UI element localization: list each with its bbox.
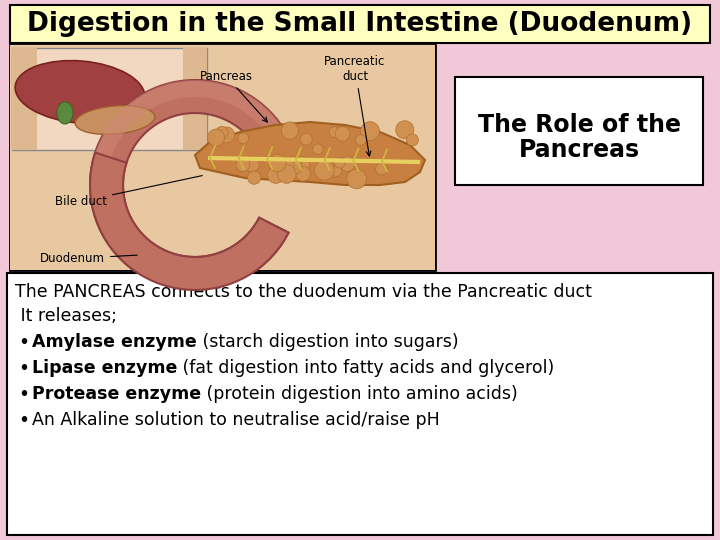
- Circle shape: [340, 156, 355, 171]
- Text: Pancreas: Pancreas: [518, 138, 639, 162]
- Text: Bile duct: Bile duct: [55, 176, 202, 208]
- Circle shape: [361, 122, 379, 140]
- Text: Digestion in the Small Intestine (Duodenum): Digestion in the Small Intestine (Duoden…: [27, 11, 693, 37]
- Circle shape: [347, 169, 366, 189]
- Circle shape: [396, 121, 414, 139]
- Text: An Alkaline solution to neutralise acid/raise pH: An Alkaline solution to neutralise acid/…: [32, 411, 440, 429]
- Circle shape: [406, 134, 418, 146]
- Circle shape: [219, 127, 235, 143]
- FancyBboxPatch shape: [10, 45, 435, 270]
- Circle shape: [329, 126, 340, 138]
- Circle shape: [236, 158, 250, 172]
- FancyBboxPatch shape: [12, 48, 37, 150]
- Circle shape: [376, 163, 387, 175]
- Polygon shape: [195, 122, 425, 185]
- Text: •: •: [18, 359, 29, 378]
- Text: The PANCREAS connects to the duodenum via the Pancreatic duct: The PANCREAS connects to the duodenum vi…: [15, 283, 592, 301]
- Text: It releases;: It releases;: [15, 307, 117, 325]
- FancyBboxPatch shape: [183, 48, 207, 150]
- Circle shape: [207, 129, 225, 146]
- Ellipse shape: [57, 102, 73, 124]
- Circle shape: [279, 158, 294, 173]
- Circle shape: [334, 158, 345, 168]
- Ellipse shape: [75, 106, 155, 134]
- Circle shape: [295, 166, 310, 181]
- Polygon shape: [90, 80, 289, 290]
- FancyBboxPatch shape: [7, 273, 713, 535]
- Circle shape: [335, 126, 350, 141]
- Polygon shape: [90, 153, 289, 290]
- Text: (fat digestion into fatty acids and glycerol): (fat digestion into fatty acids and glyc…: [177, 359, 554, 377]
- Text: Duodenum: Duodenum: [40, 252, 138, 265]
- Text: Pancreas: Pancreas: [200, 70, 267, 122]
- Text: (protein digestion into amino acids): (protein digestion into amino acids): [201, 385, 518, 403]
- FancyBboxPatch shape: [10, 45, 435, 270]
- FancyBboxPatch shape: [10, 5, 710, 43]
- Circle shape: [277, 165, 296, 183]
- Circle shape: [315, 160, 334, 180]
- Text: Protease enzyme: Protease enzyme: [32, 385, 201, 403]
- Circle shape: [269, 154, 286, 172]
- Circle shape: [268, 166, 284, 184]
- Text: •: •: [18, 385, 29, 404]
- Circle shape: [300, 133, 312, 145]
- Circle shape: [356, 134, 366, 145]
- Text: •: •: [18, 411, 29, 430]
- Circle shape: [293, 157, 310, 173]
- Circle shape: [215, 126, 228, 139]
- Circle shape: [282, 122, 299, 139]
- Text: Pancreatic
duct: Pancreatic duct: [324, 55, 386, 156]
- Text: Amylase enzyme: Amylase enzyme: [32, 333, 197, 351]
- Circle shape: [312, 144, 323, 154]
- Polygon shape: [90, 80, 289, 290]
- FancyBboxPatch shape: [12, 48, 207, 150]
- Text: Lipase enzyme: Lipase enzyme: [32, 359, 177, 377]
- Circle shape: [284, 157, 302, 175]
- Circle shape: [248, 171, 261, 184]
- Circle shape: [238, 133, 248, 144]
- Ellipse shape: [15, 60, 145, 124]
- Circle shape: [244, 157, 259, 172]
- Text: •: •: [18, 333, 29, 352]
- Text: The Role of the: The Role of the: [477, 113, 680, 137]
- Circle shape: [329, 166, 341, 178]
- FancyBboxPatch shape: [455, 77, 703, 185]
- Circle shape: [331, 166, 342, 177]
- Text: (starch digestion into sugars): (starch digestion into sugars): [197, 333, 459, 351]
